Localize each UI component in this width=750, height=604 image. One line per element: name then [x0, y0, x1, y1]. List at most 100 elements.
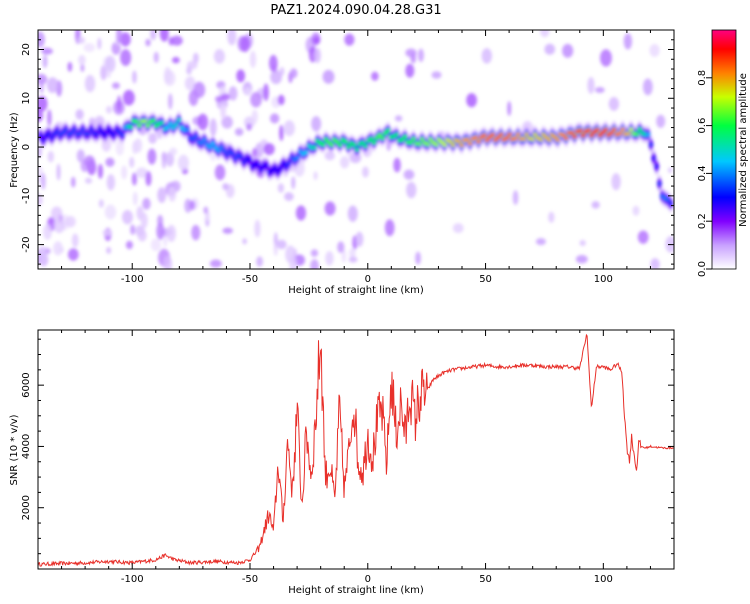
heatmap-cell: [442, 142, 447, 147]
heatmap-cell: [512, 136, 518, 141]
heatmap-cell: [255, 162, 261, 167]
heatmap-cell: [371, 140, 377, 145]
heatmap-cell: [580, 133, 586, 138]
heatmap-cell: [524, 132, 529, 137]
heatmap-cell: [577, 128, 583, 133]
heatmap-cell: [240, 35, 251, 53]
heatmap-cell: [121, 165, 128, 180]
heatmap-cell: [191, 224, 201, 241]
heatmap-cell: [599, 49, 612, 67]
heatmap-cell: [348, 256, 358, 263]
heatmap-cell: [167, 121, 173, 126]
heatmap-cell: [324, 201, 336, 216]
y-tick-label: -10: [21, 188, 32, 204]
heatmap-cell: [228, 86, 238, 101]
heatmap-cell: [47, 150, 55, 163]
heatmap-cell: [80, 127, 86, 132]
spectrogram-y-ticks: -20 -10 0 10 20: [21, 29, 674, 265]
heatmap-cell: [42, 54, 48, 69]
heatmap-cell: [344, 33, 355, 46]
heatmap-cell: [75, 109, 84, 120]
heatmap-cell: [417, 48, 424, 62]
heatmap-cell: [515, 132, 521, 137]
heatmap-cell: [213, 145, 219, 150]
heatmap-cell: [176, 118, 182, 123]
heatmap-cell: [436, 137, 442, 142]
heatmap-cell: [119, 133, 125, 138]
y-tick-label: 4000: [21, 434, 32, 459]
colorbar-tick-label: 0.6: [697, 118, 708, 134]
heatmap-cell: [53, 217, 65, 234]
heatmap-cell: [216, 149, 221, 154]
heatmap-cell: [241, 160, 247, 165]
heatmap-cell: [399, 137, 405, 142]
heatmap-cell: [98, 199, 104, 208]
heatmap-cell: [54, 129, 60, 134]
heatmap-cell: [220, 93, 231, 101]
heatmap-cell: [222, 183, 229, 191]
heatmap-cell: [645, 132, 651, 137]
heatmap-cell: [546, 137, 552, 142]
heatmap-cell: [132, 191, 138, 206]
heatmap-cell: [495, 135, 501, 140]
heatmap-cell: [38, 133, 43, 138]
heatmap-cell: [385, 128, 391, 133]
colorbar: 0.0 0.2 0.4 0.6 0.8 Normalized spectral ampl…: [697, 29, 749, 277]
heatmap-cell: [163, 255, 173, 269]
heatmap-cell: [329, 142, 334, 147]
heatmap-cell: [214, 164, 226, 181]
heatmap-cell: [258, 167, 264, 172]
heatmap-cell: [159, 120, 165, 125]
heatmap-cell: [100, 64, 107, 81]
heatmap-cell: [324, 151, 335, 161]
heatmap-cell: [603, 127, 609, 132]
y-tick-label: 2000: [21, 495, 32, 520]
heatmap-cell: [159, 30, 169, 42]
heatmap-cell: [428, 137, 433, 142]
heatmap-cell: [163, 66, 172, 84]
heatmap-cell: [623, 33, 633, 50]
heatmap-cell: [104, 55, 116, 73]
heatmap-cell: [177, 154, 190, 171]
heatmap-cell: [322, 69, 335, 84]
x-tick-label: 0: [365, 574, 371, 585]
heatmap-cell: [507, 132, 512, 137]
heatmap-cell: [283, 120, 295, 137]
heatmap-cell: [247, 158, 252, 163]
heatmap-cell: [484, 138, 490, 143]
heatmap-cell: [341, 249, 347, 263]
heatmap-cell: [136, 123, 142, 128]
x-tick-label: -100: [121, 274, 144, 285]
heatmap-cell: [349, 248, 356, 259]
heatmap-cell: [394, 115, 403, 122]
colorbar-tick-label: 0.8: [697, 70, 708, 86]
heatmap-cell: [586, 128, 592, 133]
heatmap-cell: [242, 238, 247, 245]
heatmap-cell: [272, 166, 278, 171]
heatmap-cell: [40, 138, 46, 143]
heatmap-cell: [351, 143, 357, 148]
heatmap-cell: [382, 131, 388, 136]
heatmap-cell: [38, 246, 46, 258]
heatmap-cell: [53, 241, 63, 256]
heatmap-cell: [402, 134, 408, 139]
heatmap-cell: [594, 128, 600, 133]
heatmap-cell: [192, 52, 199, 64]
spectrogram-x-axis-label: Height of straight line (km): [288, 285, 424, 296]
heatmap-cell: [377, 132, 382, 137]
heatmap-cell: [117, 130, 122, 135]
heatmap-cell: [339, 156, 350, 169]
heatmap-cell: [608, 96, 620, 111]
heatmap-cell: [277, 94, 285, 106]
heatmap-cell: [637, 127, 643, 132]
heatmap-cell: [145, 38, 151, 47]
spectrogram-frame: [37, 29, 675, 270]
heatmap-cell: [134, 138, 143, 153]
heatmap-cell: [168, 186, 177, 202]
heatmap-cell: [419, 137, 425, 142]
heatmap-cell: [277, 183, 285, 193]
heatmap-cell: [209, 118, 217, 136]
heatmap-cell: [450, 142, 456, 147]
heatmap-cell: [63, 127, 69, 132]
heatmap-cell: [250, 91, 262, 108]
